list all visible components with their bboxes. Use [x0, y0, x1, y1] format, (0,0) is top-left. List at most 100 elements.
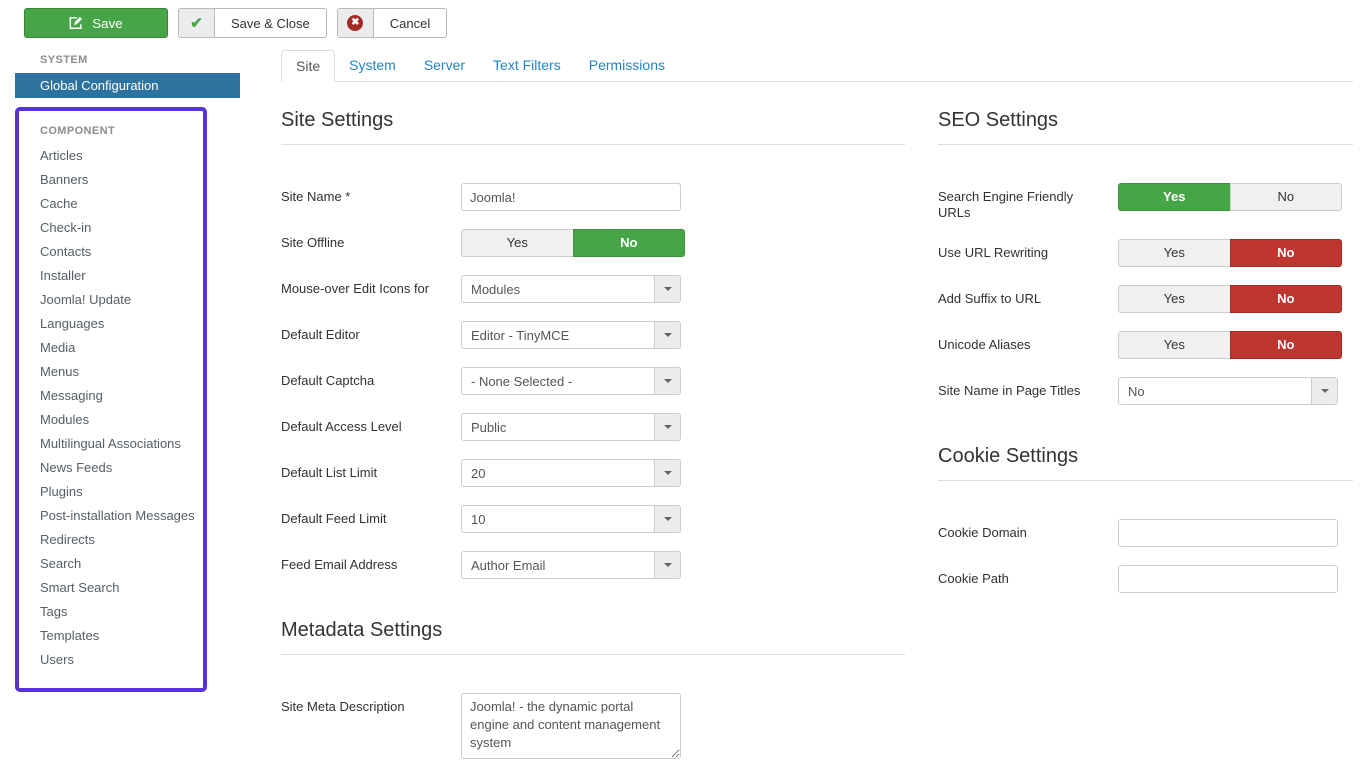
sidebar-item-banners[interactable]: Banners [40, 172, 89, 187]
sef-urls-yes-button[interactable]: Yes [1118, 183, 1230, 211]
site-name-input[interactable] [461, 183, 681, 211]
default-list-limit-value: 20 [471, 466, 486, 481]
sidebar-item-tags[interactable]: Tags [40, 604, 68, 619]
default-captcha-select[interactable]: - None Selected - [461, 367, 681, 395]
site-offline-toggle: Yes No [461, 229, 685, 257]
tab-text-filters[interactable]: Text Filters [493, 57, 561, 73]
form-row-default-feed-limit: Default Feed Limit 10 [281, 505, 905, 533]
cookie-domain-input[interactable] [1118, 519, 1338, 547]
sef-urls-label: Search Engine Friendly URLs [938, 189, 1074, 220]
form-row-default-access-level: Default Access Level Public [281, 413, 905, 441]
site-name-label: Site Name * [281, 189, 351, 204]
default-access-level-value: Public [471, 420, 507, 435]
save-close-button[interactable]: ✔ Save & Close [178, 8, 327, 38]
sidebar-item-smart-search[interactable]: Smart Search [40, 580, 120, 595]
tab-system[interactable]: System [349, 57, 396, 73]
sidebar-item-cache[interactable]: Cache [40, 196, 78, 211]
site-offline-yes-button[interactable]: Yes [461, 229, 573, 257]
sidebar-item-templates[interactable]: Templates [40, 628, 100, 643]
check-icon: ✔ [179, 9, 215, 37]
url-rewriting-no-button[interactable]: No [1229, 239, 1342, 267]
add-suffix-yes-button[interactable]: Yes [1118, 285, 1230, 313]
site-settings-title: Site Settings [281, 82, 905, 145]
main-content: Site System Server Text Filters Permissi… [270, 46, 1365, 777]
sidebar-item-redirects[interactable]: Redirects [40, 532, 95, 547]
cookie-path-input[interactable] [1118, 565, 1338, 593]
component-highlight-box: COMPONENT Articles Banners Cache Check-i… [15, 107, 207, 692]
site-meta-description-textarea[interactable]: Joomla! - the dynamic portal engine and … [461, 693, 681, 759]
form-row-unicode-aliases: Unicode Aliases Yes No [938, 331, 1353, 359]
sidebar-item-plugins[interactable]: Plugins [40, 484, 83, 499]
form-row-default-captcha: Default Captcha - None Selected - [281, 367, 905, 395]
form-row-add-suffix: Add Suffix to URL Yes No [938, 285, 1353, 313]
add-suffix-toggle: Yes No [1118, 285, 1342, 313]
mouseover-edit-icons-value: Modules [471, 282, 521, 297]
site-name-in-page-titles-select[interactable]: No [1118, 377, 1338, 405]
tab-permissions[interactable]: Permissions [588, 57, 665, 73]
url-rewriting-yes-button[interactable]: Yes [1118, 239, 1230, 267]
url-rewriting-toggle: Yes No [1118, 239, 1342, 267]
tab-site[interactable]: Site [281, 50, 336, 82]
default-access-level-select[interactable]: Public [461, 413, 681, 441]
sidebar-item-global-configuration[interactable]: Global Configuration [15, 73, 240, 98]
unicode-aliases-yes-button[interactable]: Yes [1118, 331, 1230, 359]
sidebar-item-modules[interactable]: Modules [40, 412, 90, 427]
cancel-button-label: Cancel [389, 15, 431, 31]
unicode-aliases-label: Unicode Aliases [938, 337, 1031, 352]
sidebar-item-installer[interactable]: Installer [40, 268, 86, 283]
site-name-in-page-titles-value: No [1128, 384, 1145, 399]
default-captcha-label: Default Captcha [281, 373, 375, 388]
cookie-domain-label: Cookie Domain [938, 525, 1027, 540]
sidebar: SYSTEM Global Configuration COMPONENT Ar… [0, 46, 270, 777]
save-icon [69, 16, 83, 30]
url-rewriting-label: Use URL Rewriting [938, 245, 1049, 260]
sidebar-item-media[interactable]: Media [40, 340, 76, 355]
sidebar-item-users[interactable]: Users [40, 652, 74, 667]
sidebar-item-news-feeds[interactable]: News Feeds [40, 460, 113, 475]
form-row-default-editor: Default Editor Editor - TinyMCE [281, 321, 905, 349]
cancel-button[interactable]: ✖ Cancel [336, 8, 448, 38]
form-row-feed-email-address: Feed Email Address Author Email [281, 551, 905, 579]
default-feed-limit-label: Default Feed Limit [281, 511, 387, 526]
site-meta-description-label: Site Meta Description [281, 699, 405, 714]
feed-email-address-select[interactable]: Author Email [461, 551, 681, 579]
default-feed-limit-value: 10 [471, 512, 486, 527]
default-editor-label: Default Editor [281, 327, 360, 342]
sidebar-item-messaging[interactable]: Messaging [40, 388, 103, 403]
sidebar-item-post-installation-messages[interactable]: Post-installation Messages [40, 508, 195, 523]
sidebar-item-check-in[interactable]: Check-in [40, 220, 92, 235]
unicode-aliases-toggle: Yes No [1118, 331, 1342, 359]
sef-urls-toggle: Yes No [1118, 183, 1342, 211]
form-row-site-name: Site Name * [281, 183, 905, 211]
add-suffix-label: Add Suffix to URL [938, 291, 1042, 306]
cookie-path-label: Cookie Path [938, 571, 1009, 586]
default-list-limit-label: Default List Limit [281, 465, 378, 480]
default-list-limit-select[interactable]: 20 [461, 459, 681, 487]
site-offline-no-button[interactable]: No [572, 229, 685, 257]
chevron-down-icon [1311, 378, 1337, 404]
default-editor-select[interactable]: Editor - TinyMCE [461, 321, 681, 349]
save-button[interactable]: Save [24, 8, 168, 38]
sidebar-item-contacts[interactable]: Contacts [40, 244, 92, 259]
tab-server[interactable]: Server [423, 57, 466, 73]
sef-urls-no-button[interactable]: No [1229, 183, 1342, 211]
sidebar-item-search[interactable]: Search [40, 556, 82, 571]
sidebar-item-menus[interactable]: Menus [40, 364, 80, 379]
add-suffix-no-button[interactable]: No [1229, 285, 1342, 313]
default-editor-value: Editor - TinyMCE [471, 328, 570, 343]
form-row-cookie-domain: Cookie Domain [938, 519, 1353, 547]
cancel-icon: ✖ [337, 9, 374, 37]
unicode-aliases-no-button[interactable]: No [1229, 331, 1342, 359]
default-access-level-label: Default Access Level [281, 419, 402, 434]
sidebar-item-languages[interactable]: Languages [40, 316, 105, 331]
sidebar-item-articles[interactable]: Articles [40, 148, 83, 163]
mouseover-edit-icons-select[interactable]: Modules [461, 275, 681, 303]
sidebar-item-joomla-update[interactable]: Joomla! Update [40, 292, 132, 307]
save-button-label: Save [92, 15, 123, 31]
mouseover-edit-icons-label: Mouse-over Edit Icons for [281, 281, 430, 296]
seo-settings-title: SEO Settings [938, 82, 1353, 145]
toolbar: Save ✔ Save & Close ✖ Cancel [0, 0, 1365, 46]
sidebar-item-multilingual-associations[interactable]: Multilingual Associations [40, 436, 181, 451]
default-feed-limit-select[interactable]: 10 [461, 505, 681, 533]
form-row-mouseover-edit-icons: Mouse-over Edit Icons for Modules [281, 275, 905, 303]
